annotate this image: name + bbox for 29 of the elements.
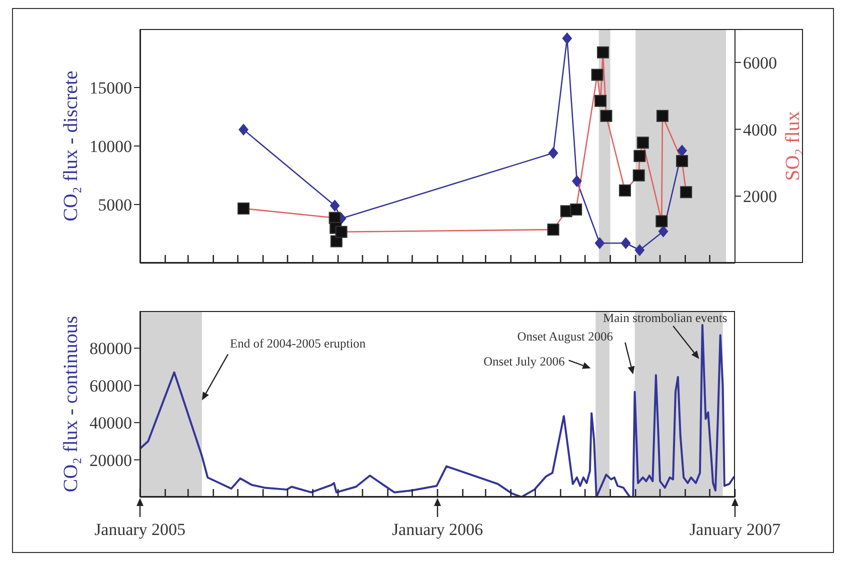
point [330, 200, 340, 212]
y-tick-label: 60000 [90, 376, 132, 396]
annotation: Main strombolian events [602, 310, 728, 325]
point [634, 244, 645, 256]
y-tick-label: 15000 [90, 78, 132, 98]
annotation: End of 2004-2005 eruption [230, 336, 366, 350]
y-axis-title: CO₂ flux - discrete [60, 70, 82, 222]
y-tick-label: 80000 [90, 339, 132, 358]
y2-tick-label: 4000 [743, 120, 777, 140]
y2-axis-title: SO₂ flux [782, 111, 804, 181]
y2-tick-label: 2000 [743, 187, 777, 206]
point [620, 237, 631, 250]
point [548, 147, 558, 160]
annotation: Onset July 2006 [483, 354, 565, 368]
x-tick-label: January 2005 [94, 520, 186, 539]
point [594, 237, 605, 250]
y-axis-title: CO₂ flux - continuous [60, 316, 82, 492]
annotation: Onset August 2006 [517, 329, 614, 344]
x-tick-label: January 2007 [689, 520, 782, 539]
point [238, 124, 249, 136]
point [562, 32, 572, 44]
y-tick-label: 40000 [90, 414, 132, 433]
y-tick-label: 5000 [98, 196, 132, 215]
x-tick-label: January 2006 [392, 520, 484, 539]
y2-tick-label: 6000 [743, 53, 777, 72]
y-tick-label: 20000 [90, 450, 132, 470]
y-tick-label: 10000 [90, 137, 132, 156]
point [572, 175, 582, 188]
point [677, 144, 688, 157]
